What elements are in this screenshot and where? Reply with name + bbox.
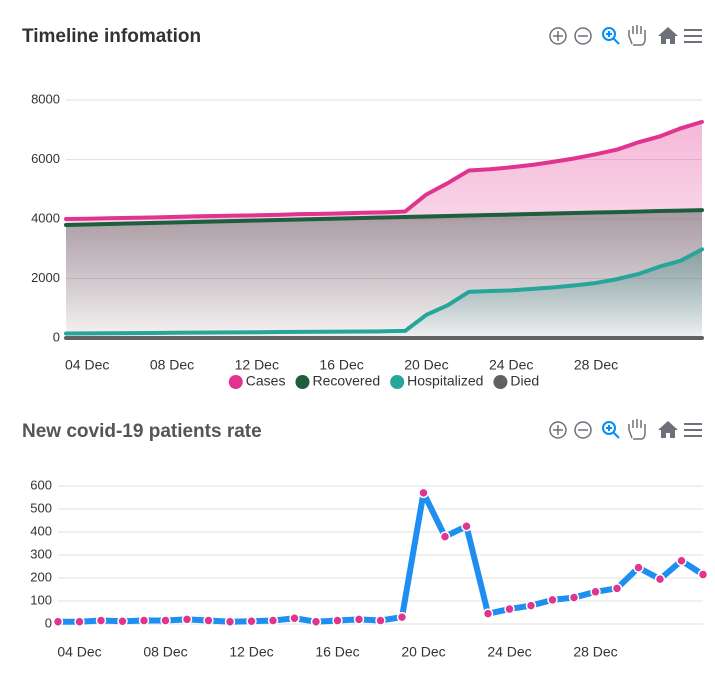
x-tick-label: 16 Dec <box>319 357 363 373</box>
legend-marker <box>493 375 508 389</box>
legend-label: Hospitalized <box>407 373 483 389</box>
x-tick-label: 24 Dec <box>489 357 533 373</box>
x-tick-label: 12 Dec <box>229 644 273 660</box>
y-tick-label: 300 <box>30 546 52 561</box>
selection-zoom-icon <box>606 425 620 439</box>
marker <box>52 616 64 627</box>
y-tick-label: 500 <box>30 500 52 515</box>
legend-label: Cases <box>246 373 286 389</box>
marker <box>525 600 537 611</box>
line <box>64 247 704 336</box>
y-tick-label: 0 <box>45 615 52 630</box>
x-tick-label: 28 Dec <box>573 644 617 660</box>
pan-button[interactable] <box>628 419 646 440</box>
zoom-in-button[interactable] <box>549 421 567 439</box>
marker <box>310 616 322 627</box>
marker <box>396 611 408 623</box>
line <box>55 489 706 625</box>
marker <box>504 603 515 615</box>
menu-button[interactable] <box>684 29 702 43</box>
reset-button[interactable] <box>658 27 678 44</box>
y-tick-label: 0 <box>53 329 60 344</box>
marker <box>654 573 666 585</box>
zoom-in-button[interactable] <box>549 27 567 45</box>
marker <box>461 521 472 532</box>
y-tick-label: 6000 <box>31 151 60 166</box>
marker <box>289 613 300 624</box>
menu-button[interactable] <box>684 423 702 437</box>
y-tick-label: 2000 <box>31 270 60 285</box>
x-tick-label: 08 Dec <box>150 357 194 373</box>
marker <box>375 615 386 626</box>
chart-title: Timeline infomation <box>22 26 201 47</box>
marker <box>224 616 236 627</box>
x-tick-label: 04 Dec <box>57 644 101 660</box>
legend-marker <box>295 375 310 389</box>
selection-zoom-button[interactable] <box>602 421 616 435</box>
marker <box>267 615 279 626</box>
marker <box>332 615 343 626</box>
marker <box>418 487 429 499</box>
marker <box>676 555 687 566</box>
marker <box>203 615 214 626</box>
marker <box>482 608 494 619</box>
area <box>66 121 702 339</box>
x-tick-label: 28 Dec <box>574 357 618 373</box>
x-tick-label: 16 Dec <box>315 644 359 660</box>
marker <box>547 594 558 606</box>
y-tick-label: 4000 <box>31 210 60 225</box>
legend-marker <box>228 375 243 389</box>
marker <box>697 569 709 580</box>
y-tick-label: 8000 <box>31 91 60 106</box>
marker <box>95 615 107 626</box>
zoom-out-button[interactable] <box>574 421 592 439</box>
zoom-in-icon <box>553 425 563 435</box>
chart-title: New covid-19 patients rate <box>22 421 262 442</box>
marker <box>181 614 193 625</box>
legend-label: Died <box>510 373 539 389</box>
x-tick-label: 20 Dec <box>401 644 445 660</box>
zoom-out-button[interactable] <box>574 27 592 45</box>
line <box>64 208 704 227</box>
line <box>64 119 704 221</box>
legend-label: Recovered <box>312 373 380 389</box>
x-tick-label: 04 Dec <box>65 357 109 373</box>
pan-button[interactable] <box>628 25 646 46</box>
x-tick-label: 12 Dec <box>235 357 279 373</box>
toolbar[interactable] <box>549 25 702 46</box>
marker <box>633 562 644 573</box>
marker <box>138 615 150 626</box>
selection-zoom-icon <box>606 31 620 45</box>
x-tick-label: 24 Dec <box>487 644 531 660</box>
y-tick-label: 400 <box>30 523 52 538</box>
x-tick-label: 08 Dec <box>143 644 187 660</box>
marker <box>246 615 257 627</box>
marker <box>590 586 601 598</box>
y-tick-label: 200 <box>30 569 52 584</box>
marker <box>353 614 365 625</box>
marker <box>117 615 128 627</box>
x-tick-label: 20 Dec <box>404 357 448 373</box>
marker <box>611 583 623 594</box>
reset-button[interactable] <box>658 421 678 438</box>
toolbar[interactable] <box>549 419 702 440</box>
y-tick-label: 600 <box>30 477 52 492</box>
marker <box>439 531 451 542</box>
zoom-in-icon <box>553 31 563 41</box>
legend-marker <box>390 375 405 389</box>
legend: Cases Recovered Hospitalized Died <box>228 373 539 389</box>
selection-zoom-button[interactable] <box>602 27 616 41</box>
marker <box>568 592 580 603</box>
marker <box>160 615 171 626</box>
y-tick-label: 100 <box>30 592 52 607</box>
marker <box>74 616 85 627</box>
